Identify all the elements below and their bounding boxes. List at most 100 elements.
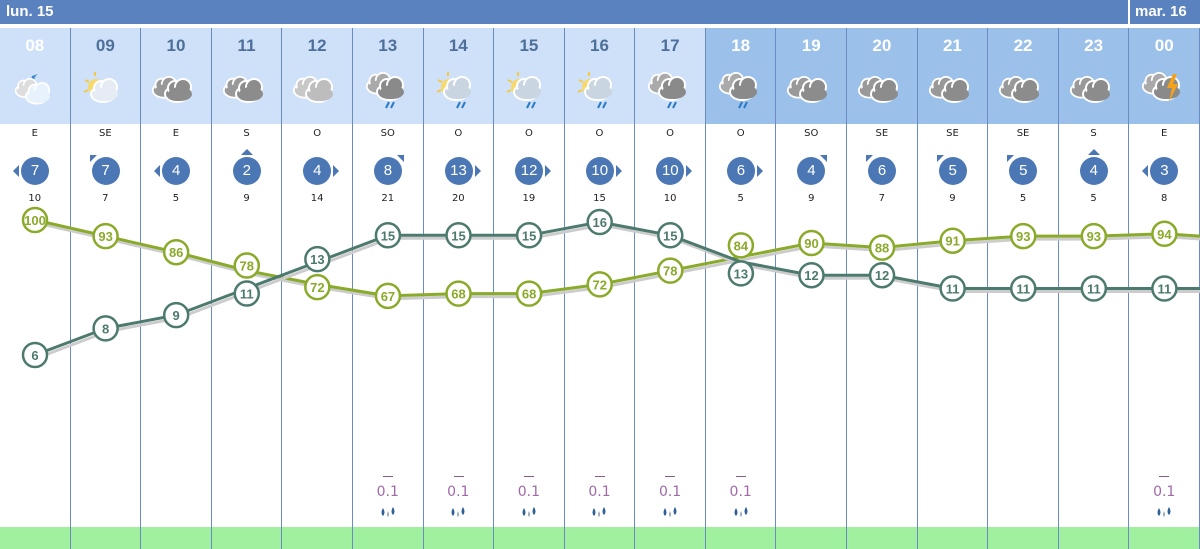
hour-column-19: 19 SO 4 9	[776, 28, 848, 549]
hour-column-00: 00 E 3 8 0.1	[1129, 28, 1200, 549]
wind-gust: 15	[593, 193, 606, 204]
sun-cloud-rain-icon	[575, 70, 625, 110]
hour-label: 21	[942, 36, 962, 55]
hour-header	[917, 28, 988, 124]
precipitation-amount: 0.1	[1153, 484, 1176, 500]
wind-direction: O	[736, 128, 745, 139]
ground-strip	[211, 527, 282, 549]
wind-gust: 5	[737, 193, 744, 204]
hour-header	[847, 28, 917, 124]
hour-header	[494, 28, 564, 124]
wind-gust: 20	[451, 193, 465, 204]
wind-speed-badge: 2	[232, 157, 261, 185]
hour-header	[988, 28, 1058, 124]
sun-cloud-icon	[81, 70, 131, 110]
wind-arrow-icon	[756, 165, 763, 177]
ground-strip	[423, 527, 494, 549]
cloudy-icon	[222, 70, 272, 110]
hourly-forecast-grid: 08 E 7 10 09 SE 7 7 10 E 4 5 11 S 2 9 12 O 4 14 13 SO 8 21 0.1 14…	[0, 28, 1200, 549]
cloud-rain-icon	[363, 70, 413, 110]
wind-arrow-icon	[333, 165, 340, 177]
hour-header	[141, 28, 211, 124]
precipitation-amount: 0.1	[729, 484, 752, 500]
rain-drops-icon	[706, 506, 776, 521]
wind-arrow-icon	[1142, 165, 1149, 177]
wind-arrow-icon	[1087, 149, 1100, 155]
wind-gust: 19	[522, 193, 536, 204]
wind-direction: SE	[1016, 128, 1030, 139]
rain-drops-icon	[424, 506, 494, 521]
hour-column-15: 15 O 12 19 0.1	[494, 28, 565, 549]
ground-strip	[141, 527, 211, 549]
wind-gust: 9	[243, 193, 250, 204]
ground-strip	[0, 527, 70, 549]
hour-header	[70, 28, 141, 124]
hour-column-10: 10 E 4 5	[141, 28, 212, 549]
sun-cloud-rain-icon	[434, 70, 484, 110]
hour-column-21: 21 SE 5 9	[917, 28, 989, 549]
wind-direction: O	[595, 128, 604, 139]
hour-column-14: 14 O 13 20 0.1	[423, 28, 495, 549]
sun-cloud-rain-icon	[504, 70, 554, 110]
wind-arrow-icon	[866, 155, 874, 162]
cloud-rain-icon	[716, 70, 766, 110]
ground-strip	[1129, 527, 1199, 549]
precipitation-amount: 0.1	[376, 484, 399, 500]
precip-dash	[735, 476, 746, 477]
hour-header	[423, 28, 494, 124]
hour-column-22: 22 SE 5 5	[988, 28, 1059, 549]
wind-speed-badge: 7	[91, 157, 120, 185]
hour-label: 00	[1154, 36, 1174, 55]
wind-direction: E	[172, 128, 180, 139]
hour-label: 10	[166, 36, 186, 55]
ground-strip	[70, 527, 141, 549]
wind-gust: 14	[310, 193, 324, 204]
day-label-today: lun. 15	[6, 3, 54, 20]
hour-column-12: 12 O 4 14	[282, 28, 353, 549]
precipitation-amount: 0.1	[447, 484, 470, 500]
wind-speed-badge: 4	[162, 157, 191, 185]
wind-direction: E	[31, 128, 38, 139]
hour-header	[564, 28, 635, 124]
cloudy-icon	[998, 70, 1048, 110]
wind-direction: E	[1161, 128, 1168, 139]
hour-label: 15	[519, 36, 539, 55]
wind-speed-badge: 7	[21, 157, 49, 185]
hour-header	[776, 28, 847, 124]
rain-drops-icon	[353, 506, 423, 521]
day-label-tomorrow: mar. 16	[1128, 0, 1200, 24]
wind-gust: 10	[28, 193, 42, 204]
ground-strip	[705, 527, 776, 549]
hour-label: 13	[378, 36, 398, 55]
hour-label: 20	[872, 36, 892, 55]
wind-gust: 5	[172, 193, 180, 204]
precip-dash	[665, 476, 676, 477]
wind-direction: O	[313, 128, 322, 139]
wind-speed-badge: 6	[868, 157, 897, 185]
wind-gust: 8	[1161, 193, 1168, 204]
wind-arrow-icon	[686, 165, 693, 177]
hour-column-23: 23 S 4 5	[1058, 28, 1130, 549]
wind-gust: 5	[1019, 193, 1027, 204]
ground-strip	[564, 527, 635, 549]
wind-speed-badge: 5	[938, 157, 967, 185]
wind-direction: SE	[946, 128, 959, 139]
hour-header	[211, 28, 282, 124]
wind-gust: 9	[949, 193, 956, 204]
precip-dash	[594, 476, 605, 477]
wind-arrow-icon	[820, 155, 828, 162]
wind-speed-badge: 3	[1150, 157, 1179, 185]
hour-column-17: 17 O 10 10 0.1	[635, 28, 706, 549]
wind-speed-badge: 6	[726, 157, 755, 185]
precipitation-amount: 0.1	[658, 484, 682, 500]
hour-column-09: 09 SE 7 7	[70, 28, 142, 549]
wind-speed-badge: 10	[585, 157, 614, 185]
wind-gust: 7	[878, 193, 886, 204]
rain-drops-icon	[1129, 506, 1199, 521]
wind-direction: O	[666, 128, 674, 139]
ground-strip	[776, 527, 847, 549]
wind-speed-badge: 13	[444, 157, 473, 185]
hour-label: 08	[25, 36, 45, 55]
ground-strip	[352, 527, 423, 549]
wind-direction: SO	[380, 128, 395, 139]
